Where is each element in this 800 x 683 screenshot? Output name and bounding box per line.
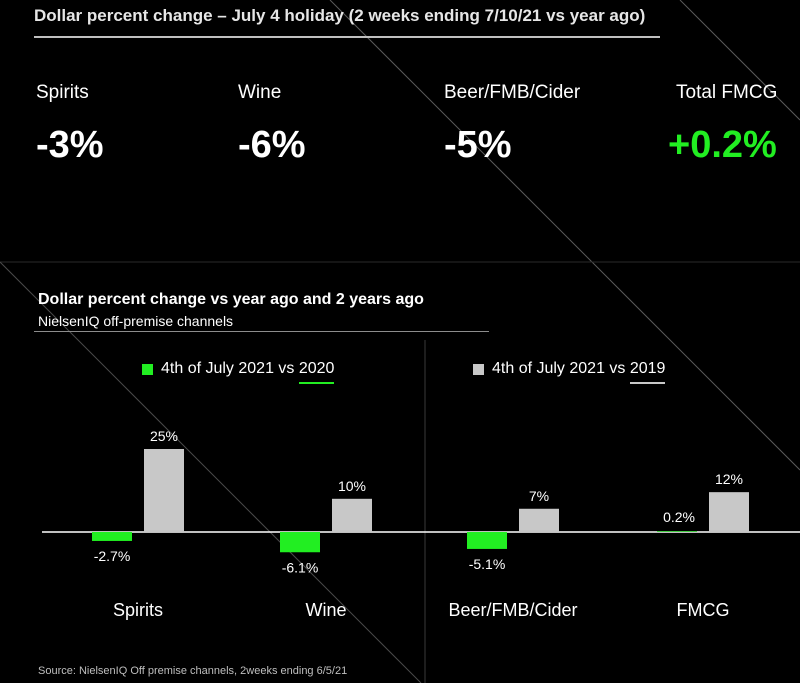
bar-2020 [280,532,320,553]
data-label: 7% [529,488,549,504]
legend-underline [629,382,666,384]
chart-title: Dollar percent change vs year ago and 2 … [38,291,424,308]
legend-item-2020: 4th of July 2021 vs 2020 [142,360,335,384]
bar-2019 [144,449,184,532]
legend-label-prefix: 4th of July 2021 vs [492,360,630,377]
source-note: Source: NielsenIQ Off premise channels, … [38,665,348,677]
legend-swatch-green [142,363,153,375]
chart-subtitle: NielsenIQ off-premise channels [38,313,234,329]
kpi-label: Beer/FMB/Cider [444,82,581,103]
category-label: FMCG [677,600,730,620]
data-label: 10% [338,478,366,494]
bar-2020 [657,531,697,532]
kpi-spirits: Spirits -3% [36,82,104,167]
kpi-value: +0.2% [668,124,777,166]
bar-2019 [332,498,372,532]
legend-swatch-gray [473,363,484,375]
page-title: Dollar percent change – July 4 holiday (… [34,6,646,25]
bar-2020 [92,532,132,541]
legend-item-2019: 4th of July 2021 vs 2019 [473,360,666,384]
data-label: -6.1% [282,559,319,575]
category-label: Spirits [113,600,163,620]
kpi-label: Wine [238,82,282,103]
kpi-beer: Beer/FMB/Cider -5% [444,82,580,167]
kpi-total-fmcg: Total FMCG +0.2% [668,82,777,167]
bar-2020 [467,532,507,549]
legend-year-text: 2020 [298,360,335,377]
bar-2019 [709,492,749,532]
data-label: -2.7% [94,548,131,564]
data-label: 12% [715,471,743,487]
chart-title-divider [34,331,489,332]
legend-year-text: 2019 [629,360,666,377]
kpi-wine: Wine -6% [238,82,306,167]
data-label: 0.2% [663,509,695,525]
title-divider [34,36,660,38]
kpi-value: -6% [238,124,306,166]
legend-year-2020: 2020 [298,360,335,384]
kpi-label: Total FMCG [676,82,778,103]
category-label: Beer/FMB/Cider [448,600,577,620]
data-label: -5.1% [469,556,506,572]
legend-label-prefix: 4th of July 2021 vs [161,360,299,377]
bar-2019 [519,508,559,532]
kpi-label: Spirits [36,82,89,103]
legend-year-2019: 2019 [629,360,666,384]
category-label: Wine [305,600,346,620]
kpi-value: -3% [36,124,104,166]
kpi-value: -5% [444,124,512,166]
legend-underline [298,382,335,384]
data-label: 25% [150,428,178,444]
